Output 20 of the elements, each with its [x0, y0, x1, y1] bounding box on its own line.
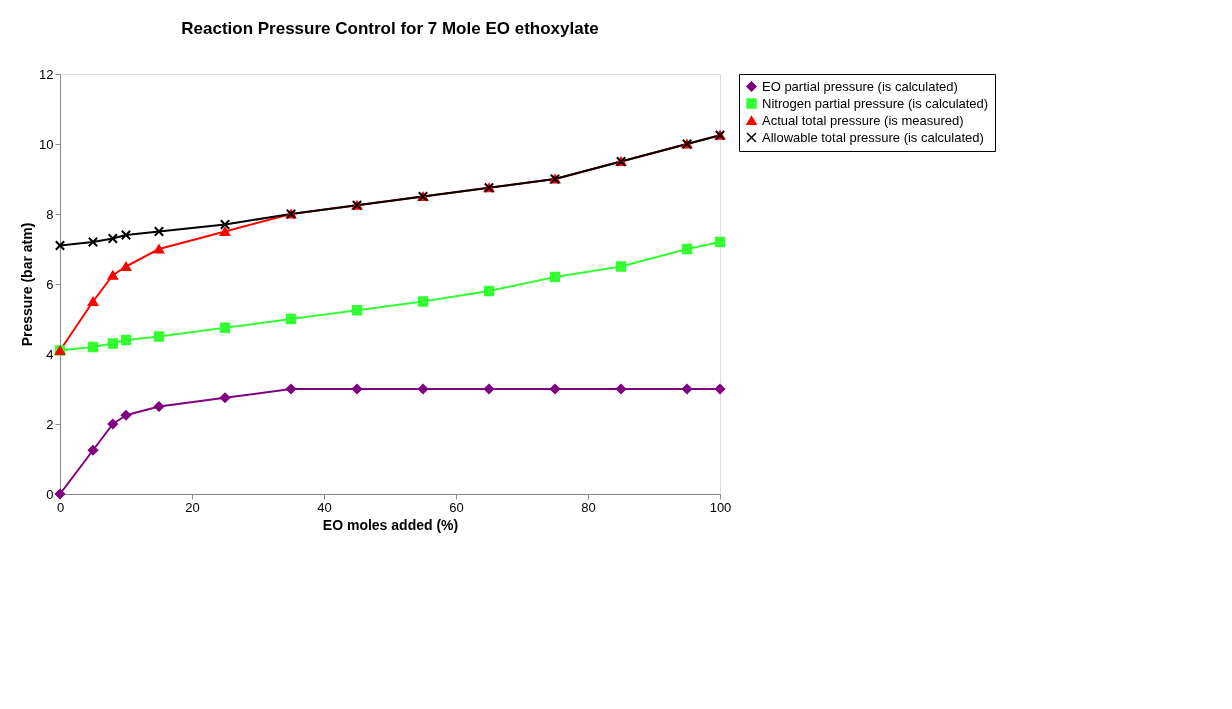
- y-tick-label: 12: [39, 66, 54, 82]
- x-axis-title: EO moles added (%): [322, 516, 459, 533]
- y-tick-label: 8: [46, 206, 54, 222]
- y-tick-label: 10: [39, 136, 54, 152]
- x-tick-label: 0: [56, 499, 65, 515]
- x-tick-label: 80: [581, 499, 596, 515]
- y-tick-label: 2: [46, 416, 54, 432]
- x-tick-label: 60: [449, 499, 464, 515]
- x-tick-label: 40: [317, 499, 332, 515]
- y-tick-label: 6: [46, 276, 54, 292]
- chart-title: Reaction Pressure Control for 7 Mole EO ethoxylate: [181, 19, 599, 38]
- y-axis-title: Pressure (bar atm): [19, 222, 36, 347]
- y-tick-label: 0: [46, 486, 54, 502]
- legend-label: Actual total pressure (is measured): [762, 112, 964, 128]
- legend-label: EO partial pressure (is calculated): [762, 78, 958, 94]
- legend-label: Allowable total pressure (is calculated): [762, 129, 984, 145]
- legend-label: Nitrogen partial pressure (is calculated): [762, 95, 989, 111]
- x-tick-label: 20: [185, 499, 200, 515]
- y-tick-label: 4: [46, 346, 54, 362]
- x-tick-label: 100: [709, 499, 732, 515]
